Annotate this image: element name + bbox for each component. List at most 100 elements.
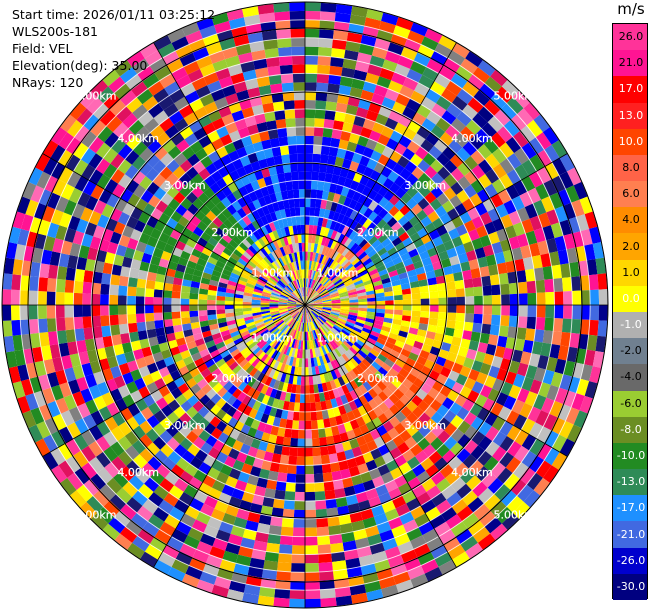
velocity-gate [476, 407, 491, 422]
velocity-gate [400, 47, 418, 61]
velocity-gate [309, 290, 316, 298]
velocity-gate [215, 201, 227, 213]
velocity-gate [563, 305, 573, 319]
velocity-gate [291, 338, 296, 348]
velocity-gate [281, 290, 291, 297]
velocity-gate [344, 249, 353, 259]
velocity-gate [476, 188, 491, 203]
range-ring-label: 2.00km [211, 226, 253, 239]
velocity-gate [200, 231, 212, 242]
velocity-gate [460, 58, 478, 75]
velocity-gate [281, 445, 291, 456]
velocity-gate [275, 118, 287, 129]
velocity-gate [227, 280, 238, 287]
velocity-gate [305, 376, 310, 386]
velocity-gate [83, 478, 100, 496]
velocity-gate [288, 374, 294, 385]
velocity-gate [207, 294, 217, 301]
velocity-gate [392, 256, 403, 266]
velocity-gate [348, 199, 358, 210]
velocity-gate [334, 586, 351, 598]
velocity-gate [263, 175, 273, 187]
velocity-gate [237, 343, 248, 353]
velocity-gate [245, 263, 255, 271]
velocity-gate [544, 144, 560, 163]
velocity-gate [358, 251, 368, 261]
velocity-gate [437, 312, 448, 320]
velocity-gate [298, 180, 305, 190]
velocity-gate [252, 230, 262, 241]
velocity-gate [356, 163, 367, 175]
velocity-gate [249, 329, 259, 337]
velocity-gate [321, 324, 329, 333]
velocity-gate [73, 450, 89, 468]
velocity-gate [324, 246, 331, 257]
velocity-gate [247, 201, 257, 213]
velocity-gate [339, 331, 349, 339]
velocity-gate [312, 375, 318, 385]
velocity-gate [319, 289, 328, 296]
velocity-gate [333, 324, 343, 332]
velocity-gate [321, 277, 329, 286]
velocity-gate [266, 120, 278, 131]
velocity-gate [290, 437, 298, 448]
velocity-gate [577, 333, 589, 350]
range-ring-label: 1.00km [252, 332, 294, 345]
velocity-gate [305, 298, 311, 305]
velocity-gate [451, 236, 464, 248]
velocity-gate [189, 38, 206, 53]
velocity-gate [311, 310, 320, 317]
velocity-gate [282, 354, 289, 365]
velocity-gate [317, 273, 323, 282]
velocity-gate [497, 189, 512, 204]
velocity-gate [14, 243, 27, 261]
velocity-gate [473, 503, 490, 520]
velocity-gate [525, 268, 536, 282]
range-ring-label: 2.00km [357, 226, 399, 239]
velocity-gate [153, 146, 168, 161]
velocity-gate [331, 551, 346, 562]
velocity-gate [514, 429, 529, 446]
velocity-gate [293, 290, 300, 299]
velocity-gate [410, 346, 422, 356]
velocity-gate [462, 512, 479, 529]
nrays-text: NRays: 120 [12, 75, 84, 90]
velocity-gate [360, 89, 374, 102]
velocity-gate [346, 410, 356, 422]
velocity-gate [569, 261, 580, 278]
velocity-gate [424, 376, 437, 388]
velocity-gate [22, 410, 37, 429]
velocity-gate [251, 305, 261, 308]
velocity-gate [344, 280, 354, 287]
velocity-gate [153, 289, 164, 298]
velocity-gate [174, 270, 185, 280]
velocity-gate [537, 355, 550, 370]
velocity-gate [268, 525, 282, 536]
velocity-gate [319, 290, 329, 297]
velocity-gate [147, 139, 162, 154]
velocity-gate [272, 315, 282, 322]
velocity-gate [305, 394, 311, 403]
velocity-gate [228, 467, 242, 480]
velocity-gate [104, 462, 120, 478]
velocity-gate [294, 500, 305, 510]
velocity-gate [110, 365, 122, 379]
instrument-text: WLS200s-181 [12, 24, 98, 39]
velocity-gate [357, 336, 367, 344]
velocity-gate [132, 490, 148, 506]
velocity-gate [434, 552, 452, 567]
velocity-gate [557, 345, 570, 361]
velocity-gate [242, 592, 259, 605]
velocity-gate [312, 455, 322, 466]
velocity-gate [384, 295, 394, 301]
velocity-gate [233, 297, 243, 302]
velocity-gate [516, 233, 529, 248]
velocity-gate [325, 101, 338, 112]
velocity-gate [154, 319, 165, 329]
velocity-gate [204, 373, 215, 384]
velocity-gate [422, 444, 437, 458]
velocity-gate [166, 159, 180, 173]
velocity-gate [133, 411, 147, 426]
velocity-gate [97, 467, 113, 484]
velocity-gate [402, 237, 413, 248]
